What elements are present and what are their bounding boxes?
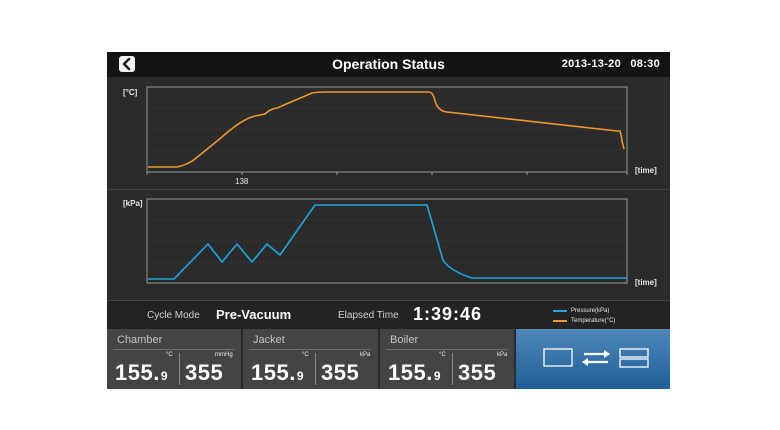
time: 08:30 xyxy=(630,58,660,70)
chamber-temperature: 155.9 xyxy=(115,360,168,386)
jacket-value-divider xyxy=(315,353,316,385)
elapsed-time-label: Elapsed Time xyxy=(338,310,399,321)
chart-legend: Pressure(kPa) Temperature(°C) xyxy=(553,306,663,326)
chamber-pressure-unit: mmHg xyxy=(215,352,233,358)
legend-item-temperature: Temperature(°C) xyxy=(553,316,663,326)
pressure-series-line xyxy=(148,204,627,280)
operation-status-screen: Operation Status 2013-13-20 08:30 [°C] [… xyxy=(107,52,670,389)
jacket-divider xyxy=(249,349,371,350)
chamber-divider xyxy=(113,349,235,350)
top-bar: Operation Status 2013-13-20 08:30 xyxy=(107,52,670,77)
jacket-temp-int: 155. xyxy=(251,360,296,385)
temperature-plot-frame xyxy=(146,86,628,173)
legend-swatch-pressure xyxy=(553,310,567,312)
temperature-chart: [°C] [time] 138 xyxy=(107,79,670,187)
jacket-temp-unit: °C xyxy=(302,352,309,358)
boiler-value-divider xyxy=(452,353,453,385)
boiler-pressure: 355 xyxy=(458,360,497,385)
temperature-marker-label: 138 xyxy=(235,177,249,186)
swap-view-icon xyxy=(543,348,649,368)
temperature-unit-label: [°C] xyxy=(123,88,138,97)
switch-view-button[interactable] xyxy=(516,329,670,389)
temperature-plot: 138 xyxy=(146,86,628,186)
back-button[interactable] xyxy=(119,56,135,72)
date-time: 2013-13-20 08:30 xyxy=(556,58,660,70)
pressure-plot xyxy=(146,198,628,284)
status-bar: Cycle Mode Pre-Vacuum Elapsed Time 1:39:… xyxy=(107,300,670,329)
legend-label-temperature: Temperature(°C) xyxy=(571,318,616,324)
pressure-chart: [kPa] [time] xyxy=(107,189,670,298)
chamber-value-divider xyxy=(179,353,180,385)
boiler-title: Boiler xyxy=(390,334,419,346)
temperature-series-line xyxy=(148,91,625,168)
temperature-time-label: [time] xyxy=(635,166,657,175)
page-title: Operation Status xyxy=(332,56,445,72)
boiler-divider xyxy=(386,349,508,350)
boiler-temp-int: 155. xyxy=(388,360,433,385)
legend-swatch-temperature xyxy=(553,320,567,322)
jacket-card: Jacket °C kPa 155.9 355 xyxy=(243,329,378,389)
jacket-temp-dec: 9 xyxy=(296,369,305,383)
temperature-ticks xyxy=(146,172,628,175)
jacket-title: Jacket xyxy=(253,334,285,346)
boiler-pressure-unit: kPa xyxy=(497,352,508,358)
cycle-mode-label: Cycle Mode xyxy=(147,310,200,321)
boiler-temp-dec: 9 xyxy=(433,369,442,383)
legend-item-pressure: Pressure(kPa) xyxy=(553,306,663,316)
chamber-pressure: 355 xyxy=(185,360,224,385)
jacket-temperature: 155.9 xyxy=(251,360,304,386)
pressure-gridlines xyxy=(147,219,627,263)
boiler-temp-unit: °C xyxy=(439,352,446,358)
chamber-card: Chamber °C mmHg 155.9 355 xyxy=(107,329,241,389)
jacket-pressure-unit: kPa xyxy=(360,352,371,358)
elapsed-time-value: 1:39:46 xyxy=(413,304,483,324)
chamber-title: Chamber xyxy=(117,334,163,346)
boiler-temperature: 155.9 xyxy=(388,360,441,386)
boiler-card: Boiler °C kPa 155.9 355 xyxy=(380,329,514,389)
pressure-time-label: [time] xyxy=(635,278,657,287)
chamber-temp-unit: °C xyxy=(166,352,173,358)
chamber-temp-dec: 9 xyxy=(160,369,169,383)
jacket-pressure: 355 xyxy=(321,360,360,385)
cycle-mode-value: Pre-Vacuum xyxy=(216,307,292,322)
chamber-temp-int: 155. xyxy=(115,360,160,385)
chevron-left-icon xyxy=(122,57,131,71)
temperature-gridlines xyxy=(147,107,627,151)
date: 2013-13-20 xyxy=(561,58,621,70)
legend-label-pressure: Pressure(kPa) xyxy=(571,308,610,314)
pressure-unit-label: [kPa] xyxy=(123,199,143,208)
